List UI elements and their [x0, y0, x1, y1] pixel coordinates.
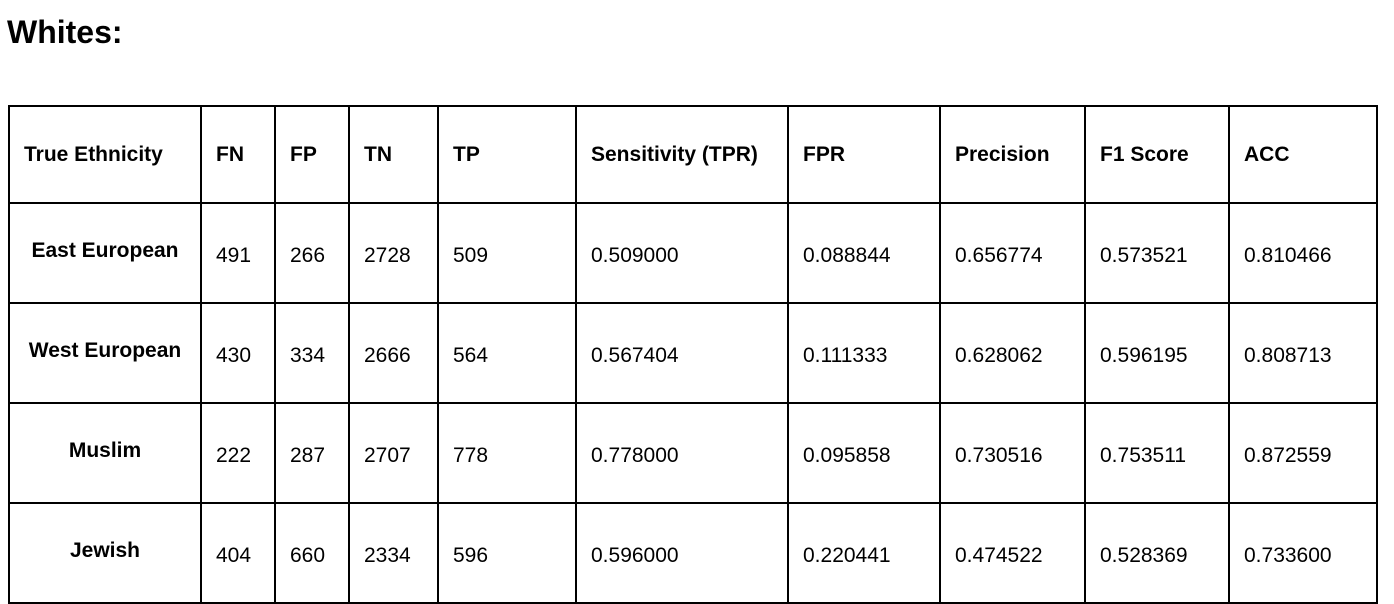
- column-header-fpr: FPR: [787, 105, 941, 204]
- table-row: Muslim 222 287 2707 778 0.778000 0.09585…: [8, 402, 1378, 504]
- row-label: West European: [8, 302, 202, 404]
- table-cell: 0.778000: [575, 402, 789, 504]
- table-cell: 0.628062: [939, 302, 1086, 404]
- table-cell: 404: [200, 502, 276, 604]
- table-cell: 0.808713: [1228, 302, 1378, 404]
- table-cell: 0.596000: [575, 502, 789, 604]
- table-cell: 509: [437, 202, 577, 304]
- column-header-f1-score: F1 Score: [1084, 105, 1230, 204]
- table-cell: 0.730516: [939, 402, 1086, 504]
- column-header-tn: TN: [348, 105, 439, 204]
- table-cell: 2666: [348, 302, 439, 404]
- table-cell: 334: [274, 302, 350, 404]
- table-row: East European 491 266 2728 509 0.509000 …: [8, 202, 1378, 304]
- column-header-true-ethnicity: True Ethnicity: [8, 105, 202, 204]
- table-cell: 0.220441: [787, 502, 941, 604]
- table-cell: 0.509000: [575, 202, 789, 304]
- table-cell: 0.095858: [787, 402, 941, 504]
- row-label: Jewish: [8, 502, 202, 604]
- table-cell: 0.567404: [575, 302, 789, 404]
- table-cell: 0.111333: [787, 302, 941, 404]
- table-cell: 491: [200, 202, 276, 304]
- column-header-fn: FN: [200, 105, 276, 204]
- table-cell: 2707: [348, 402, 439, 504]
- table-cell: 564: [437, 302, 577, 404]
- table-cell: 596: [437, 502, 577, 604]
- table-cell: 0.088844: [787, 202, 941, 304]
- table-cell: 222: [200, 402, 276, 504]
- table-cell: 0.753511: [1084, 402, 1230, 504]
- table-cell: 0.474522: [939, 502, 1086, 604]
- column-header-tp: TP: [437, 105, 577, 204]
- table-cell: 0.656774: [939, 202, 1086, 304]
- table-cell: 266: [274, 202, 350, 304]
- table-cell: 287: [274, 402, 350, 504]
- table-cell: 0.573521: [1084, 202, 1230, 304]
- table-header-row: True Ethnicity FN FP TN TP Sensitivity (…: [8, 105, 1378, 204]
- column-header-fp: FP: [274, 105, 350, 204]
- page-title: Whites:: [7, 14, 123, 50]
- table-cell: 0.810466: [1228, 202, 1378, 304]
- column-header-precision: Precision: [939, 105, 1086, 204]
- table-cell: 0.596195: [1084, 302, 1230, 404]
- table-cell: 0.733600: [1228, 502, 1378, 604]
- table-cell: 2334: [348, 502, 439, 604]
- row-label: East European: [8, 202, 202, 304]
- table-row: Jewish 404 660 2334 596 0.596000 0.22044…: [8, 502, 1378, 604]
- metrics-table: True Ethnicity FN FP TN TP Sensitivity (…: [8, 105, 1378, 604]
- table-cell: 0.528369: [1084, 502, 1230, 604]
- table-cell: 778: [437, 402, 577, 504]
- row-label: Muslim: [8, 402, 202, 504]
- table-row: West European 430 334 2666 564 0.567404 …: [8, 302, 1378, 404]
- column-header-sensitivity: Sensitivity (TPR): [575, 105, 789, 204]
- column-header-acc: ACC: [1228, 105, 1378, 204]
- table-cell: 2728: [348, 202, 439, 304]
- table-cell: 0.872559: [1228, 402, 1378, 504]
- table-cell: 660: [274, 502, 350, 604]
- table-cell: 430: [200, 302, 276, 404]
